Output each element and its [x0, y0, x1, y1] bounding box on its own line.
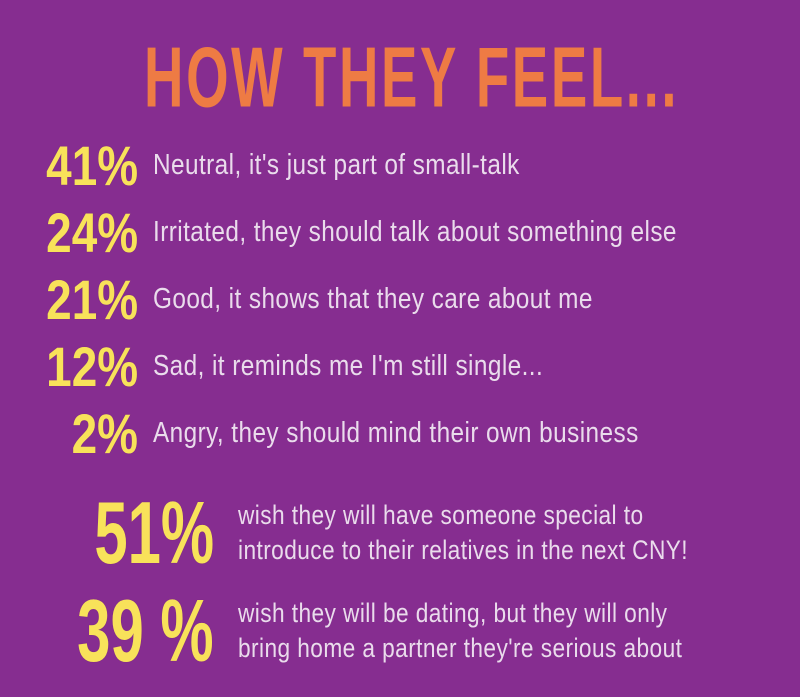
feeling-row-neutral: 41% Neutral, it's just part of small-tal…: [0, 132, 800, 199]
percent-value: 2%: [71, 402, 138, 465]
percent-value: 12%: [46, 335, 138, 398]
percent-cell: 21%: [0, 267, 138, 332]
wish-line-2: introduce to their relatives in the next…: [238, 535, 689, 565]
label-cell: Sad, it reminds me I'm still single...: [153, 350, 800, 383]
wish-row-dating: 39 % wish they will be dating, but they …: [0, 581, 800, 681]
percent-value: 21%: [46, 268, 138, 331]
wishes-list: 51% wish they will have someone special …: [0, 482, 800, 681]
wish-text: wish they will be dating, but they will …: [238, 596, 800, 666]
percent-cell: 12%: [0, 334, 138, 399]
feeling-label: Irritated, they should talk about someth…: [153, 216, 677, 248]
feeling-label: Neutral, it's just part of small-talk: [153, 149, 520, 181]
page-title: HOW THEY FEEL...: [0, 0, 800, 125]
feeling-row-sad: 12% Sad, it reminds me I'm still single.…: [0, 333, 800, 400]
label-cell: Angry, they should mind their own busine…: [153, 417, 800, 450]
label-cell: Neutral, it's just part of small-talk: [153, 149, 800, 182]
feeling-label: Sad, it reminds me I'm still single...: [153, 350, 544, 382]
wish-line-1: wish they will have someone special to: [238, 500, 644, 530]
wish-percent-value: 51%: [94, 483, 214, 582]
percent-value: 24%: [46, 201, 138, 264]
percent-cell: 41%: [0, 133, 138, 198]
feelings-list: 41% Neutral, it's just part of small-tal…: [0, 132, 800, 467]
label-cell: Irritated, they should talk about someth…: [153, 216, 800, 249]
wish-row-someone-special: 51% wish they will have someone special …: [0, 482, 800, 584]
percent-cell: 39 %: [0, 580, 214, 682]
feeling-label: Good, it shows that they care about me: [153, 283, 593, 315]
feeling-row-irritated: 24% Irritated, they should talk about so…: [0, 199, 800, 266]
wish-line-1: wish they will be dating, but they will …: [238, 598, 668, 628]
feeling-row-good: 21% Good, it shows that they care about …: [0, 266, 800, 333]
feeling-label: Angry, they should mind their own busine…: [153, 417, 639, 449]
percent-cell: 24%: [0, 200, 138, 265]
percent-cell: 51%: [0, 482, 214, 584]
label-cell: Good, it shows that they care about me: [153, 283, 800, 316]
wish-line-2: bring home a partner they're serious abo…: [238, 633, 683, 663]
page-title-text: HOW THEY FEEL...: [144, 29, 680, 125]
wish-text: wish they will have someone special to i…: [238, 498, 800, 568]
percent-value: 41%: [46, 134, 138, 197]
wish-percent-value: 39 %: [77, 581, 214, 680]
percent-cell: 2%: [0, 401, 138, 466]
feeling-row-angry: 2% Angry, they should mind their own bus…: [0, 400, 800, 467]
